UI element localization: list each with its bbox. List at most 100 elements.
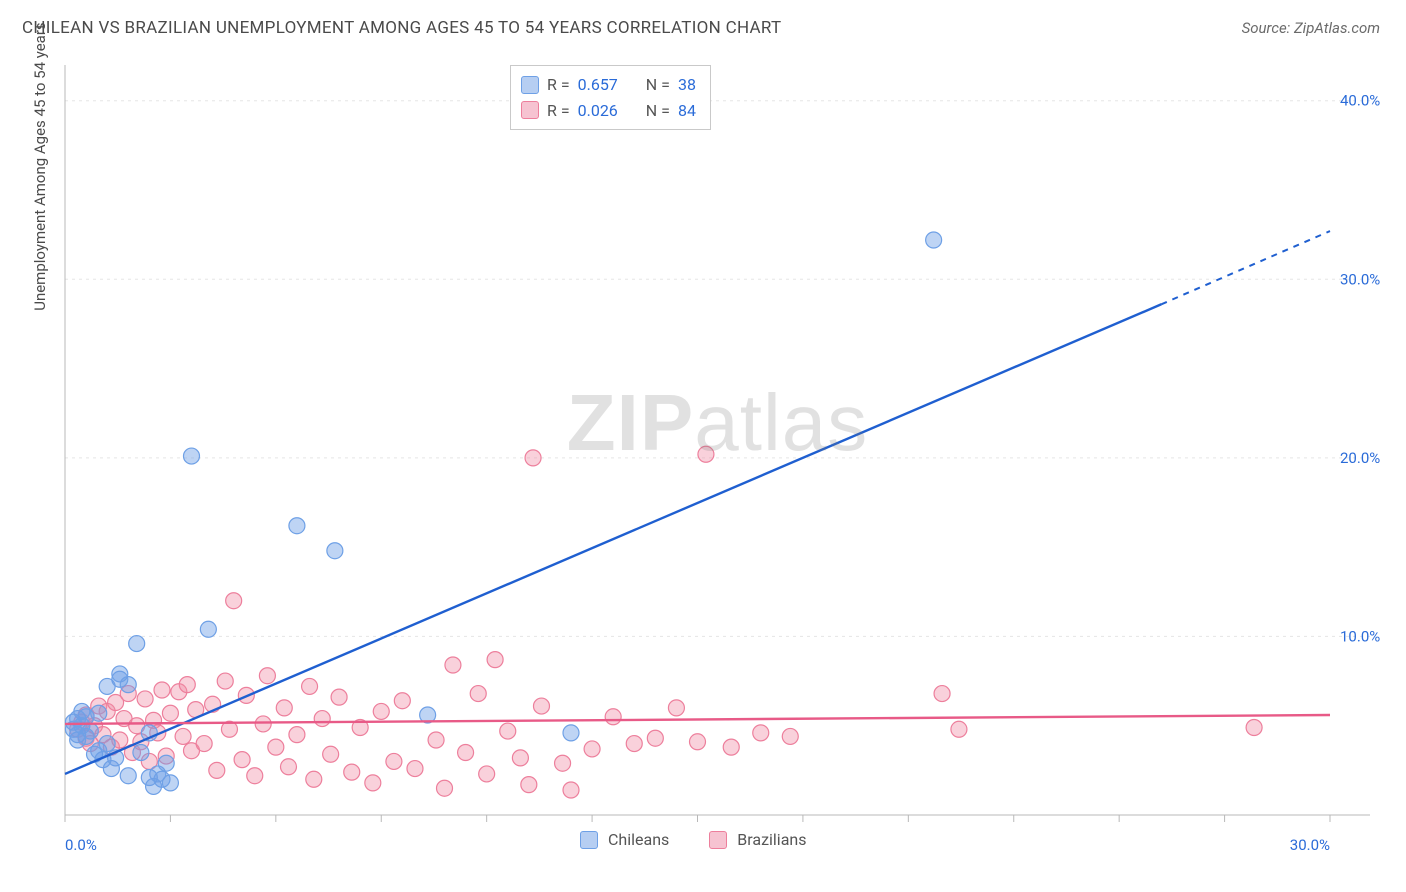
data-point — [162, 775, 178, 791]
data-point — [926, 232, 942, 248]
data-point — [82, 723, 98, 739]
data-point — [200, 621, 216, 637]
data-point — [99, 736, 115, 752]
data-point — [555, 755, 571, 771]
y-tick-label: 30.0% — [1340, 270, 1380, 288]
data-point — [247, 768, 263, 784]
data-point — [521, 777, 537, 793]
data-point — [934, 686, 950, 702]
source-name: ZipAtlas.com — [1294, 19, 1380, 37]
data-point — [647, 730, 663, 746]
r-label: R = — [547, 98, 570, 124]
scatter-plot: 0.0% 30.0% 10.0% 20.0% 30.0% 40.0% — [50, 55, 1385, 855]
data-point — [782, 728, 798, 744]
y-axis-label: Unemployment Among Ages 45 to 54 years — [31, 22, 49, 310]
data-point — [234, 752, 250, 768]
data-point — [365, 775, 381, 791]
header: CHILEAN VS BRAZILIAN UNEMPLOYMENT AMONG … — [0, 0, 1406, 48]
data-point — [162, 705, 178, 721]
stats-row: R = 0.657 N = 38 — [521, 72, 696, 98]
data-point — [196, 736, 212, 752]
data-point — [129, 636, 145, 652]
y-tick-label: 40.0% — [1340, 92, 1380, 110]
data-point — [259, 668, 275, 684]
data-point — [91, 705, 107, 721]
data-point — [487, 652, 503, 668]
data-point — [184, 448, 200, 464]
data-point — [276, 700, 292, 716]
data-point — [226, 593, 242, 609]
data-point — [698, 446, 714, 462]
data-point — [255, 716, 271, 732]
data-point — [323, 746, 339, 762]
data-point — [120, 768, 136, 784]
y-tick-label: 20.0% — [1340, 449, 1380, 467]
data-point — [133, 745, 149, 761]
source-prefix: Source: — [1242, 19, 1294, 37]
data-point — [386, 753, 402, 769]
data-point — [302, 678, 318, 694]
data-point — [306, 771, 322, 787]
data-point — [209, 762, 225, 778]
series-swatch — [521, 101, 539, 119]
data-point — [525, 450, 541, 466]
data-point — [437, 780, 453, 796]
data-point — [445, 657, 461, 673]
stats-legend-box: R = 0.657 N = 38 R = 0.026 N = 84 — [510, 65, 711, 130]
n-value: 84 — [678, 98, 696, 124]
data-point — [344, 764, 360, 780]
data-point — [723, 739, 739, 755]
x-tick-label: 30.0% — [1290, 836, 1330, 854]
data-point — [179, 677, 195, 693]
data-point — [158, 755, 174, 771]
r-label: R = — [547, 72, 570, 98]
legend-bottom: Chileans Brazilians — [580, 830, 806, 849]
data-point — [479, 766, 495, 782]
r-value: 0.026 — [578, 98, 618, 124]
n-value: 38 — [678, 72, 696, 98]
chart-area: Unemployment Among Ages 45 to 54 years 0… — [50, 55, 1385, 855]
x-tick-label: 0.0% — [65, 836, 97, 854]
n-label: N = — [646, 98, 670, 124]
data-point — [289, 727, 305, 743]
series-swatch — [521, 76, 539, 94]
data-point — [500, 723, 516, 739]
data-point — [331, 689, 347, 705]
data-point — [175, 728, 191, 744]
data-point — [951, 721, 967, 737]
data-point — [154, 682, 170, 698]
trend-line-dashed — [1161, 231, 1330, 304]
data-point — [327, 543, 343, 559]
data-point — [563, 725, 579, 741]
legend-label: Brazilians — [737, 830, 806, 849]
legend-swatch — [580, 831, 598, 849]
n-label: N = — [646, 72, 670, 98]
chart-title: CHILEAN VS BRAZILIAN UNEMPLOYMENT AMONG … — [22, 18, 782, 38]
data-point — [280, 759, 296, 775]
data-point — [217, 673, 233, 689]
trend-line — [65, 304, 1161, 774]
data-point — [563, 782, 579, 798]
data-point — [268, 739, 284, 755]
trend-line — [65, 715, 1330, 724]
data-point — [533, 698, 549, 714]
data-point — [314, 711, 330, 727]
r-value: 0.657 — [578, 72, 618, 98]
legend-item: Brazilians — [709, 830, 806, 849]
data-point — [394, 693, 410, 709]
data-point — [458, 745, 474, 761]
legend-label: Chileans — [608, 830, 669, 849]
y-tick-label: 10.0% — [1340, 627, 1380, 645]
data-point — [120, 677, 136, 693]
source-credit: Source: ZipAtlas.com — [1242, 19, 1380, 37]
data-point — [470, 686, 486, 702]
data-point — [690, 734, 706, 750]
data-point — [1246, 720, 1262, 736]
data-point — [626, 736, 642, 752]
data-point — [605, 709, 621, 725]
data-point — [289, 518, 305, 534]
data-point — [584, 741, 600, 757]
data-point — [668, 700, 684, 716]
stats-row: R = 0.026 N = 84 — [521, 98, 696, 124]
data-point — [428, 732, 444, 748]
